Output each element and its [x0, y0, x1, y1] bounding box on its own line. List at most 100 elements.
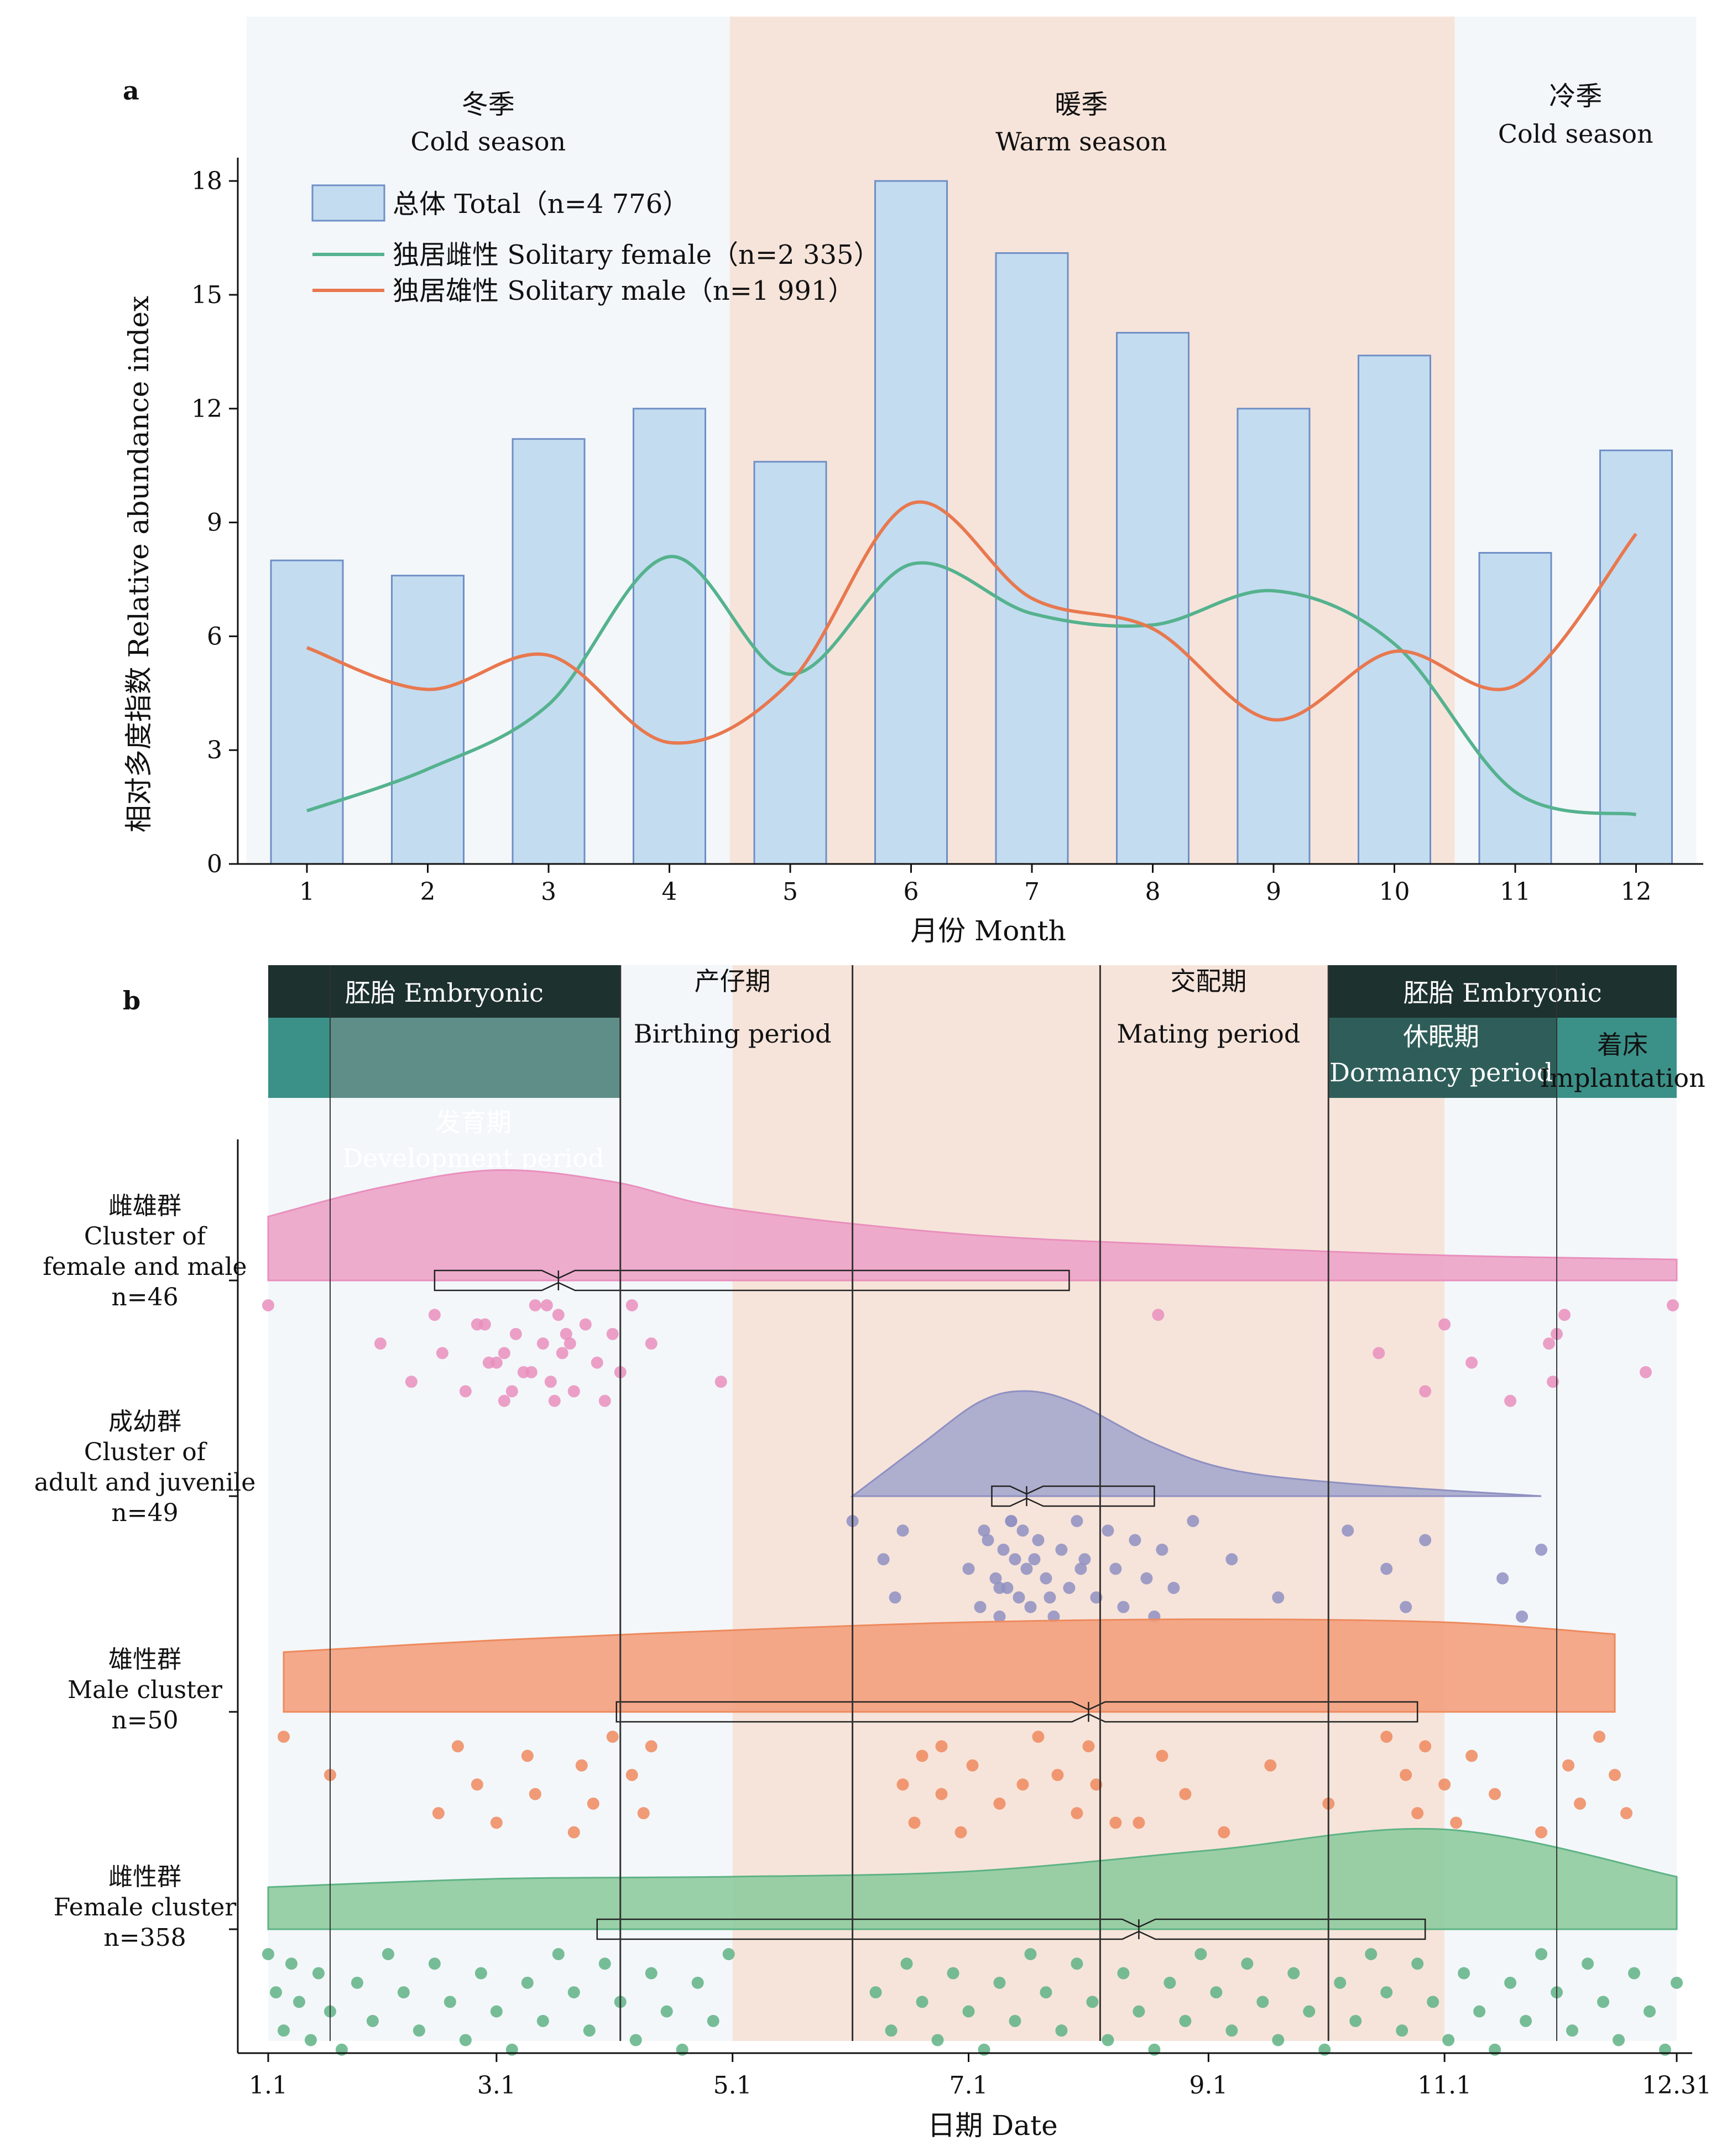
group-label-4-line-3: n=358 [103, 1924, 186, 1952]
point-3 [606, 1731, 619, 1743]
dormancy-label-en: Dormancy period [1329, 1058, 1553, 1087]
point-2 [1140, 1572, 1153, 1585]
point-1 [498, 1347, 510, 1360]
point-2 [896, 1524, 909, 1537]
point-3 [490, 1816, 503, 1829]
boxplot-2 [991, 1485, 1155, 1507]
y-tick-label: 3 [207, 736, 222, 764]
x-axis-title-a: 月份 Month [910, 915, 1066, 947]
point-4 [1194, 1948, 1207, 1960]
point-3 [471, 1778, 483, 1791]
point-4 [1086, 1996, 1099, 2008]
point-1 [1547, 1376, 1559, 1388]
point-3 [1438, 1778, 1451, 1791]
point-2 [1496, 1572, 1509, 1585]
bar-month-9 [1237, 408, 1311, 865]
point-2 [1009, 1553, 1021, 1566]
lines [306, 500, 1637, 816]
embryonic-label-2: 胚胎 Embryonic [1404, 978, 1602, 1008]
point-4 [304, 2034, 317, 2046]
point-4 [1133, 2005, 1145, 2018]
point-4 [962, 2005, 975, 2018]
group-label-4-line-1: 雌性群 [108, 1863, 181, 1891]
x-tick-label: 9 [1266, 878, 1281, 906]
embryonic-label-1: 胚胎 Embryonic [345, 978, 544, 1008]
group-label-4-line-2: Female cluster [54, 1893, 237, 1921]
point-3 [1179, 1788, 1192, 1800]
point-2 [1005, 1515, 1018, 1527]
point-3 [1562, 1759, 1575, 1772]
point-2 [974, 1601, 987, 1613]
group-label-3-line-1: 雄性群 [108, 1645, 181, 1674]
point-3 [521, 1749, 534, 1762]
point-4 [285, 1957, 298, 1970]
point-4 [444, 1996, 456, 2008]
x-tick-label: 6 [904, 878, 919, 906]
point-4 [691, 1976, 704, 1989]
point-4 [660, 2005, 673, 2018]
point-2 [1167, 1581, 1180, 1594]
point-4 [1287, 1967, 1300, 1980]
point-4 [583, 2024, 596, 2037]
point-4 [1582, 1957, 1594, 1970]
point-4 [277, 2024, 290, 2037]
boxplot-1 [434, 1269, 1070, 1291]
point-1 [529, 1299, 541, 1311]
point-4 [885, 2024, 898, 2037]
point-1 [1543, 1337, 1556, 1350]
x-tick-label-b: 5.1 [713, 2071, 752, 2100]
point-4 [397, 1986, 410, 1999]
point-3 [916, 1749, 928, 1762]
point-2 [1063, 1581, 1076, 1594]
point-4 [598, 1957, 611, 1970]
point-4 [1520, 2014, 1532, 2027]
group-label-1-line-4: n=46 [111, 1283, 178, 1311]
x-tick-label: 5 [782, 878, 798, 906]
point-4 [1024, 1948, 1037, 1960]
point-2 [1024, 1601, 1037, 1613]
boxplot-3 [615, 1701, 1418, 1723]
point-1 [471, 1318, 483, 1331]
point-4 [1566, 2024, 1579, 2037]
x-tick-label: 4 [662, 878, 677, 906]
point-4 [916, 1996, 928, 2008]
point-4 [366, 2014, 379, 2027]
implantation-label-cn: 着床 [1597, 1030, 1648, 1060]
bar-month-3 [512, 438, 586, 865]
point-4 [1644, 2005, 1656, 2018]
point-1 [1640, 1366, 1652, 1378]
bar-month-4 [633, 408, 706, 865]
point-1 [1152, 1309, 1165, 1321]
point-2 [1044, 1591, 1056, 1604]
point-1 [525, 1366, 538, 1378]
legend-label-male: 独居雄性 Solitary male（n=1 991） [393, 275, 854, 306]
x-axis-title-b: 日期 Date [927, 2110, 1057, 2142]
point-2 [1109, 1563, 1122, 1575]
point-4 [900, 1957, 913, 1970]
point-2 [889, 1591, 901, 1604]
point-1 [560, 1327, 572, 1340]
panel-a-letter: a [123, 76, 139, 106]
point-3 [966, 1759, 979, 1772]
point-3 [451, 1740, 464, 1753]
point-4 [1225, 2024, 1238, 2037]
point-1 [1419, 1385, 1432, 1398]
bar-month-7 [995, 252, 1069, 865]
group-label-1-line-3: female and male [43, 1253, 247, 1281]
point-1 [598, 1394, 611, 1407]
x-tick-label: 11 [1500, 878, 1531, 906]
point-3 [567, 1826, 580, 1839]
point-3 [1620, 1807, 1633, 1820]
point-2 [993, 1581, 1006, 1594]
point-2 [1535, 1543, 1548, 1556]
x-tick-label: 2 [420, 878, 436, 906]
panel-b: b 胚胎 Embryonic 胚胎 Embryonic 产仔期 Birthing pe… [34, 965, 1712, 2142]
point-4 [382, 1948, 394, 1960]
point-1 [1667, 1299, 1679, 1311]
point-4 [1349, 2014, 1362, 2027]
point-3 [954, 1826, 967, 1839]
point-3 [1032, 1731, 1045, 1743]
point-2 [1516, 1610, 1528, 1623]
x-tick-label-b: 1.1 [249, 2071, 288, 2100]
point-1 [262, 1299, 274, 1311]
